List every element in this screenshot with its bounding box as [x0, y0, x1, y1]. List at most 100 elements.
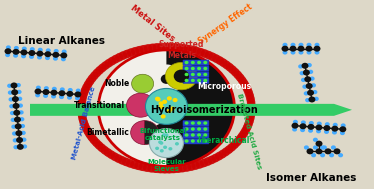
- Circle shape: [191, 79, 195, 82]
- Circle shape: [10, 118, 16, 122]
- Circle shape: [289, 46, 297, 52]
- Circle shape: [203, 79, 207, 82]
- Circle shape: [161, 114, 166, 119]
- Circle shape: [68, 88, 73, 92]
- Text: Bimetallic: Bimetallic: [86, 128, 129, 137]
- Circle shape: [297, 46, 304, 52]
- Circle shape: [165, 133, 168, 137]
- FancyBboxPatch shape: [183, 121, 209, 126]
- Circle shape: [191, 133, 195, 137]
- Circle shape: [308, 70, 313, 74]
- Circle shape: [303, 70, 310, 76]
- Circle shape: [301, 120, 306, 125]
- Circle shape: [307, 124, 315, 130]
- Circle shape: [167, 96, 172, 101]
- Circle shape: [30, 47, 35, 51]
- Circle shape: [132, 74, 154, 93]
- Circle shape: [36, 86, 41, 90]
- Circle shape: [291, 50, 295, 55]
- Circle shape: [308, 129, 313, 133]
- Circle shape: [43, 94, 48, 98]
- Circle shape: [298, 50, 303, 55]
- Circle shape: [307, 148, 313, 154]
- Circle shape: [312, 90, 318, 94]
- Circle shape: [168, 147, 172, 150]
- Text: Linear Alkanes: Linear Alkanes: [18, 36, 105, 46]
- Circle shape: [184, 79, 188, 82]
- Circle shape: [36, 51, 43, 57]
- Circle shape: [191, 67, 195, 70]
- FancyBboxPatch shape: [183, 126, 209, 132]
- Circle shape: [16, 137, 23, 143]
- Circle shape: [155, 147, 159, 150]
- Circle shape: [13, 145, 18, 149]
- Circle shape: [332, 130, 337, 135]
- Circle shape: [292, 127, 297, 132]
- Circle shape: [331, 126, 338, 132]
- Text: Metal-Acid Balance: Metal-Acid Balance: [71, 85, 96, 160]
- Circle shape: [203, 133, 207, 137]
- Circle shape: [13, 110, 20, 116]
- Circle shape: [159, 141, 163, 145]
- Circle shape: [282, 50, 288, 55]
- Circle shape: [203, 121, 207, 125]
- Circle shape: [160, 149, 164, 153]
- Circle shape: [341, 123, 346, 128]
- Circle shape: [329, 153, 334, 157]
- Wedge shape: [166, 50, 234, 166]
- Circle shape: [322, 145, 327, 150]
- Circle shape: [34, 88, 42, 94]
- Circle shape: [291, 43, 295, 47]
- Circle shape: [314, 97, 319, 101]
- Circle shape: [21, 138, 27, 142]
- Circle shape: [197, 67, 201, 70]
- Circle shape: [197, 127, 201, 131]
- Text: Microporous: Microporous: [197, 81, 251, 91]
- Circle shape: [333, 123, 338, 127]
- Circle shape: [316, 129, 321, 133]
- Circle shape: [203, 61, 207, 64]
- Circle shape: [58, 90, 65, 96]
- Text: Molecular
Sieves: Molecular Sieves: [147, 159, 186, 172]
- Circle shape: [52, 87, 57, 91]
- Circle shape: [340, 131, 345, 135]
- Circle shape: [43, 89, 49, 95]
- Circle shape: [11, 125, 16, 129]
- Circle shape: [22, 46, 27, 51]
- Circle shape: [150, 123, 183, 152]
- Circle shape: [302, 84, 307, 89]
- Circle shape: [165, 62, 197, 90]
- Circle shape: [184, 67, 188, 70]
- Circle shape: [13, 53, 18, 58]
- Circle shape: [13, 138, 18, 143]
- Text: Hydroisomerization: Hydroisomerization: [150, 105, 258, 115]
- Circle shape: [161, 132, 172, 142]
- Circle shape: [311, 153, 316, 157]
- Circle shape: [5, 53, 10, 57]
- Text: Brønsted Acid Sites: Brønsted Acid Sites: [236, 93, 263, 170]
- Circle shape: [309, 121, 314, 125]
- Circle shape: [159, 101, 163, 106]
- Circle shape: [306, 46, 313, 52]
- Circle shape: [301, 78, 306, 82]
- Circle shape: [325, 122, 330, 126]
- Circle shape: [46, 48, 51, 53]
- Circle shape: [60, 87, 65, 92]
- Circle shape: [203, 139, 207, 143]
- Circle shape: [19, 117, 24, 121]
- Circle shape: [9, 104, 14, 108]
- Circle shape: [184, 133, 188, 137]
- Circle shape: [197, 133, 201, 137]
- Circle shape: [307, 43, 312, 47]
- Circle shape: [300, 71, 304, 75]
- Circle shape: [17, 144, 24, 150]
- Circle shape: [172, 98, 178, 102]
- FancyBboxPatch shape: [183, 132, 209, 138]
- Circle shape: [76, 88, 81, 93]
- Circle shape: [52, 52, 59, 58]
- Circle shape: [162, 133, 166, 137]
- Circle shape: [67, 95, 72, 100]
- Circle shape: [10, 111, 15, 115]
- Circle shape: [320, 153, 325, 157]
- Circle shape: [53, 57, 58, 61]
